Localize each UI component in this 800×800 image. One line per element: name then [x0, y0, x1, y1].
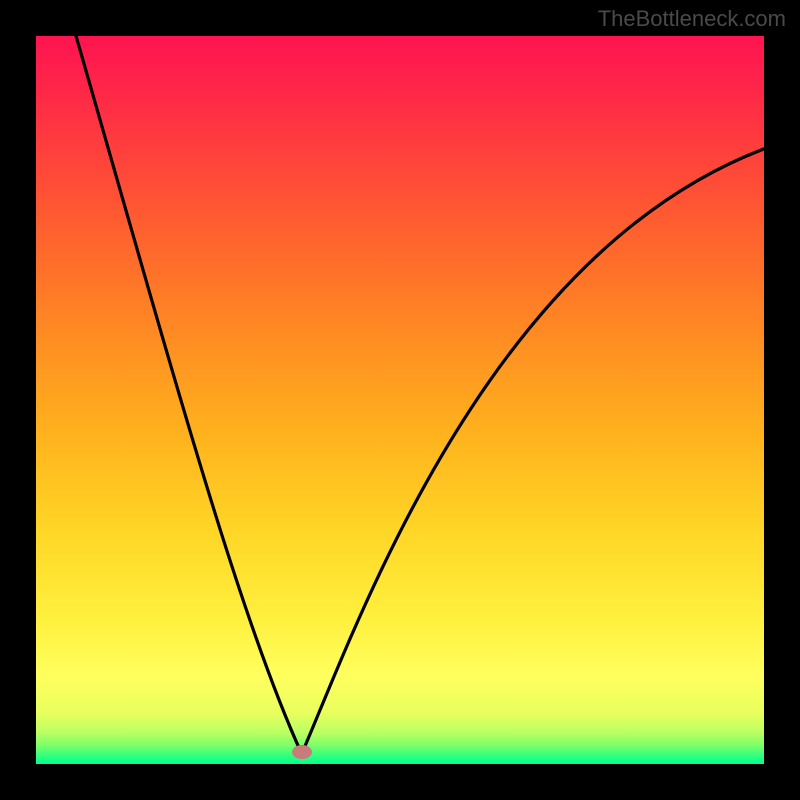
apex-marker — [292, 745, 312, 759]
gradient-background — [36, 36, 764, 764]
plot-area — [36, 36, 764, 764]
watermark-text: TheBottleneck.com — [598, 6, 786, 32]
